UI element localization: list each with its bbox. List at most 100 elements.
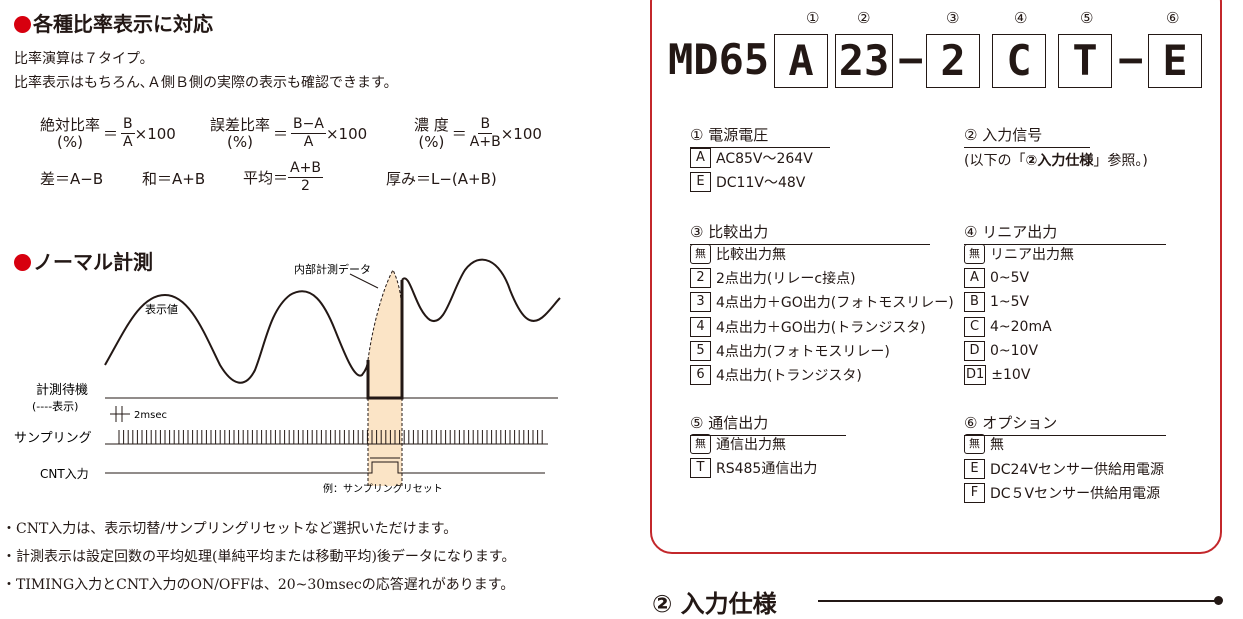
option-code-box: E bbox=[690, 172, 711, 192]
option-code-box: D1 bbox=[964, 365, 987, 385]
code-num-6: ⑥ bbox=[1166, 9, 1180, 27]
label-wait: 計測待機 bbox=[36, 382, 88, 398]
display-wave-after bbox=[401, 258, 561, 323]
section-comm-output: ⑤ 通信出力 bbox=[690, 412, 846, 436]
option-label: 1~5V bbox=[990, 294, 1030, 311]
option-label: 2点出力(リレーc接点) bbox=[716, 271, 856, 288]
red-bullet-icon bbox=[14, 16, 31, 33]
sampling-pulses bbox=[118, 430, 543, 444]
option-label: 4~20mA bbox=[990, 318, 1052, 335]
option-label: 無 bbox=[990, 437, 1004, 453]
code-box-6: E bbox=[1148, 34, 1202, 88]
option-code-box: 無 bbox=[690, 244, 711, 264]
section-linear-output: ④ リニア出力 bbox=[964, 221, 1166, 245]
option-row: F DC５Vセンサー供給用電源 bbox=[964, 483, 1160, 503]
option-label: リニア出力無 bbox=[990, 247, 1074, 263]
section-heading-ratio: 各種比率表示に対応 bbox=[14, 8, 213, 37]
option-row: C 4~20mA bbox=[964, 316, 1052, 337]
formula-average: 平均＝ A+B 2 bbox=[243, 160, 323, 194]
formula-thickness: 厚み＝L−(A+B) bbox=[386, 170, 497, 188]
code-dash-1: − bbox=[898, 35, 924, 84]
option-row: 3 4点出力＋GO出力(フォトモスリレー) bbox=[690, 292, 954, 313]
option-label: 4点出力(トランジスタ) bbox=[716, 368, 862, 384]
code-num-2: ② bbox=[857, 9, 871, 27]
intro-line-1: 比率演算は７タイプ。 bbox=[14, 51, 154, 67]
option-row: 2 2点出力(リレーc接点) bbox=[690, 268, 856, 289]
option-label: 4点出力＋GO出力(フォトモスリレー) bbox=[716, 295, 954, 312]
code-dash-2: − bbox=[1118, 35, 1144, 84]
option-code-box: 3 bbox=[690, 292, 711, 313]
option-row: D1 ±10V bbox=[964, 365, 1030, 385]
code-box-3: 2 bbox=[926, 34, 980, 88]
option-row: T RS485通信出力 bbox=[690, 458, 817, 478]
timing-diagram: 内部計測データ 表示値 計測待機 (----表示) 2msec サンプリング C… bbox=[14, 258, 561, 495]
option-code-box: E bbox=[964, 458, 985, 479]
note-2: ・計測表示は設定回数の平均処理(単純平均または移動平均)後データになります。 bbox=[2, 549, 516, 565]
option-code-box: T bbox=[690, 458, 711, 478]
heading-rule-dot bbox=[1214, 596, 1223, 605]
option-code-box: A bbox=[964, 268, 985, 289]
code-num-3: ③ bbox=[946, 9, 960, 27]
formula-error-ratio: 誤差比率 (%) ＝ B−A A ×100 bbox=[210, 115, 368, 151]
label-wait-display: (----表示) bbox=[32, 399, 78, 413]
option-label: 0~10V bbox=[990, 342, 1039, 359]
label-internal-data: 内部計測データ bbox=[294, 262, 371, 276]
option-code-box: D bbox=[964, 340, 985, 361]
option-row: 5 4点出力(フォトモスリレー) bbox=[690, 340, 890, 361]
heading-rule bbox=[818, 600, 1218, 602]
label-2msec: 2msec bbox=[134, 410, 167, 421]
option-label: ±10V bbox=[991, 367, 1031, 383]
option-code-box: F bbox=[964, 483, 985, 503]
code-box-1: A bbox=[774, 34, 828, 88]
option-label: DC24Vセンサー供給用電源 bbox=[990, 461, 1164, 478]
option-row: 無通信出力無 bbox=[690, 434, 786, 454]
formula-difference: 差＝A−B bbox=[40, 170, 104, 188]
option-code-box: 5 bbox=[690, 340, 711, 361]
code-box-2: 23 bbox=[835, 34, 893, 88]
label-cnt: CNT入力 bbox=[40, 467, 89, 481]
section-options: ⑥ オプション bbox=[964, 412, 1166, 436]
label-example: 例：サンプリングリセット bbox=[323, 482, 443, 495]
option-row: B 1~5V bbox=[964, 292, 1030, 313]
option-code-box: 無 bbox=[964, 434, 985, 454]
section-compare-output: ③ 比較出力 bbox=[690, 221, 930, 245]
highlight-band bbox=[368, 398, 402, 486]
label-sampling: サンプリング bbox=[14, 431, 92, 446]
option-row: D 0~10V bbox=[964, 340, 1039, 361]
option-label: 4点出力＋GO出力(トランジスタ) bbox=[716, 319, 926, 336]
option-row: E DC11V〜48V bbox=[690, 172, 805, 192]
code-box-5: T bbox=[1058, 34, 1112, 88]
intro-line-2: 比率表示はもちろん､Ａ側Ｂ側の実際の表示も確認できます。 bbox=[14, 75, 398, 91]
option-code-box: C bbox=[964, 316, 985, 337]
section-input-signal: ② 入力信号 bbox=[964, 124, 1090, 148]
option-code-box: 無 bbox=[964, 244, 985, 264]
option-row: 無リニア出力無 bbox=[964, 244, 1074, 264]
option-row: 4 4点出力＋GO出力(トランジスタ) bbox=[690, 316, 926, 337]
option-label: DC５Vセンサー供給用電源 bbox=[990, 486, 1161, 502]
code-num-5: ⑤ bbox=[1080, 9, 1094, 27]
model-prefix: MD65 bbox=[668, 35, 770, 84]
option-row: 6 4点出力(トランジスタ) bbox=[690, 365, 862, 385]
option-row: 無比較出力無 bbox=[690, 244, 786, 264]
option-label: 0~5V bbox=[990, 270, 1030, 287]
note-1: ・CNT入力は、表示切替/サンプリングリセットなど選択いただけます。 bbox=[2, 521, 458, 537]
display-wave bbox=[104, 290, 369, 384]
option-label: RS485通信出力 bbox=[716, 461, 818, 477]
option-code-box: 6 bbox=[690, 365, 711, 385]
option-code-box: A bbox=[690, 148, 711, 168]
red-bullet-icon bbox=[14, 254, 31, 271]
option-code-box: 4 bbox=[690, 316, 711, 337]
option-row: 無無 bbox=[964, 434, 1004, 454]
option-label: 比較出力無 bbox=[716, 247, 786, 263]
input-spec-heading: ② 入力仕様 bbox=[652, 590, 777, 618]
option-code-box: 無 bbox=[690, 434, 711, 454]
option-row: A AC85V〜264V bbox=[690, 148, 813, 168]
option-label: 4点出力(フォトモスリレー) bbox=[716, 343, 890, 360]
model-code-panel bbox=[650, 0, 1222, 554]
input-signal-note: (以下の「②入力仕様」参照。) bbox=[964, 153, 1148, 169]
code-box-4: C bbox=[992, 34, 1046, 88]
section-heading-normal: ノーマル計測 bbox=[14, 246, 153, 275]
section-power: ① 電源電圧 bbox=[690, 124, 830, 148]
option-row: E DC24Vセンサー供給用電源 bbox=[964, 458, 1164, 479]
